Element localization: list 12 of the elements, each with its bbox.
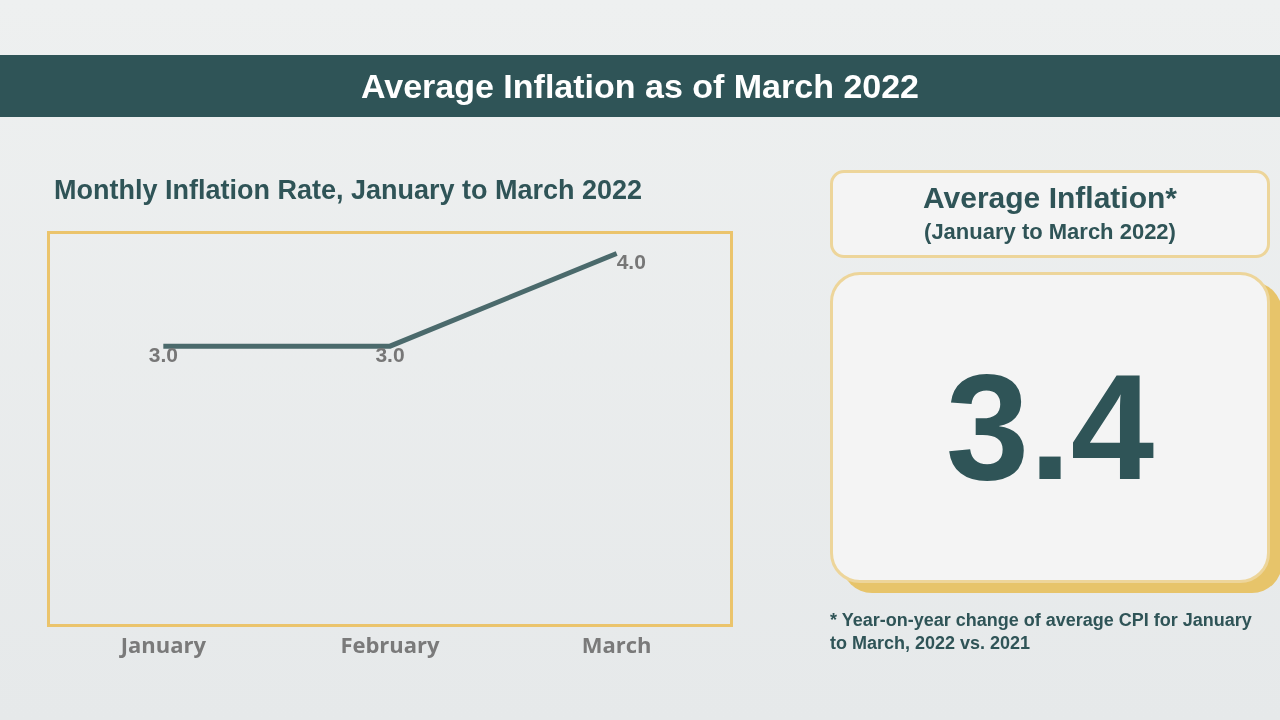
x-tick-label: January [118, 629, 207, 660]
text: (January to March 2022) [923, 219, 1177, 245]
x-tick-label: February [340, 629, 441, 660]
chart-subtitle: Monthly Inflation Rate, January to March 2022 [54, 175, 644, 206]
text: * Year-on-year change of average CPI for January to March, 2022 vs. 2021 [830, 609, 1253, 654]
chart-title: Average Inflation as of March 2022 [0, 55, 1280, 117]
data-label: 3.0 [148, 342, 178, 366]
data-label: 4.0 [616, 250, 646, 274]
x-tick-label: March [581, 629, 652, 660]
text: 3.4 [830, 272, 1270, 583]
data-label: 3.0 [375, 342, 405, 366]
text: Average Inflation* [922, 181, 1178, 215]
